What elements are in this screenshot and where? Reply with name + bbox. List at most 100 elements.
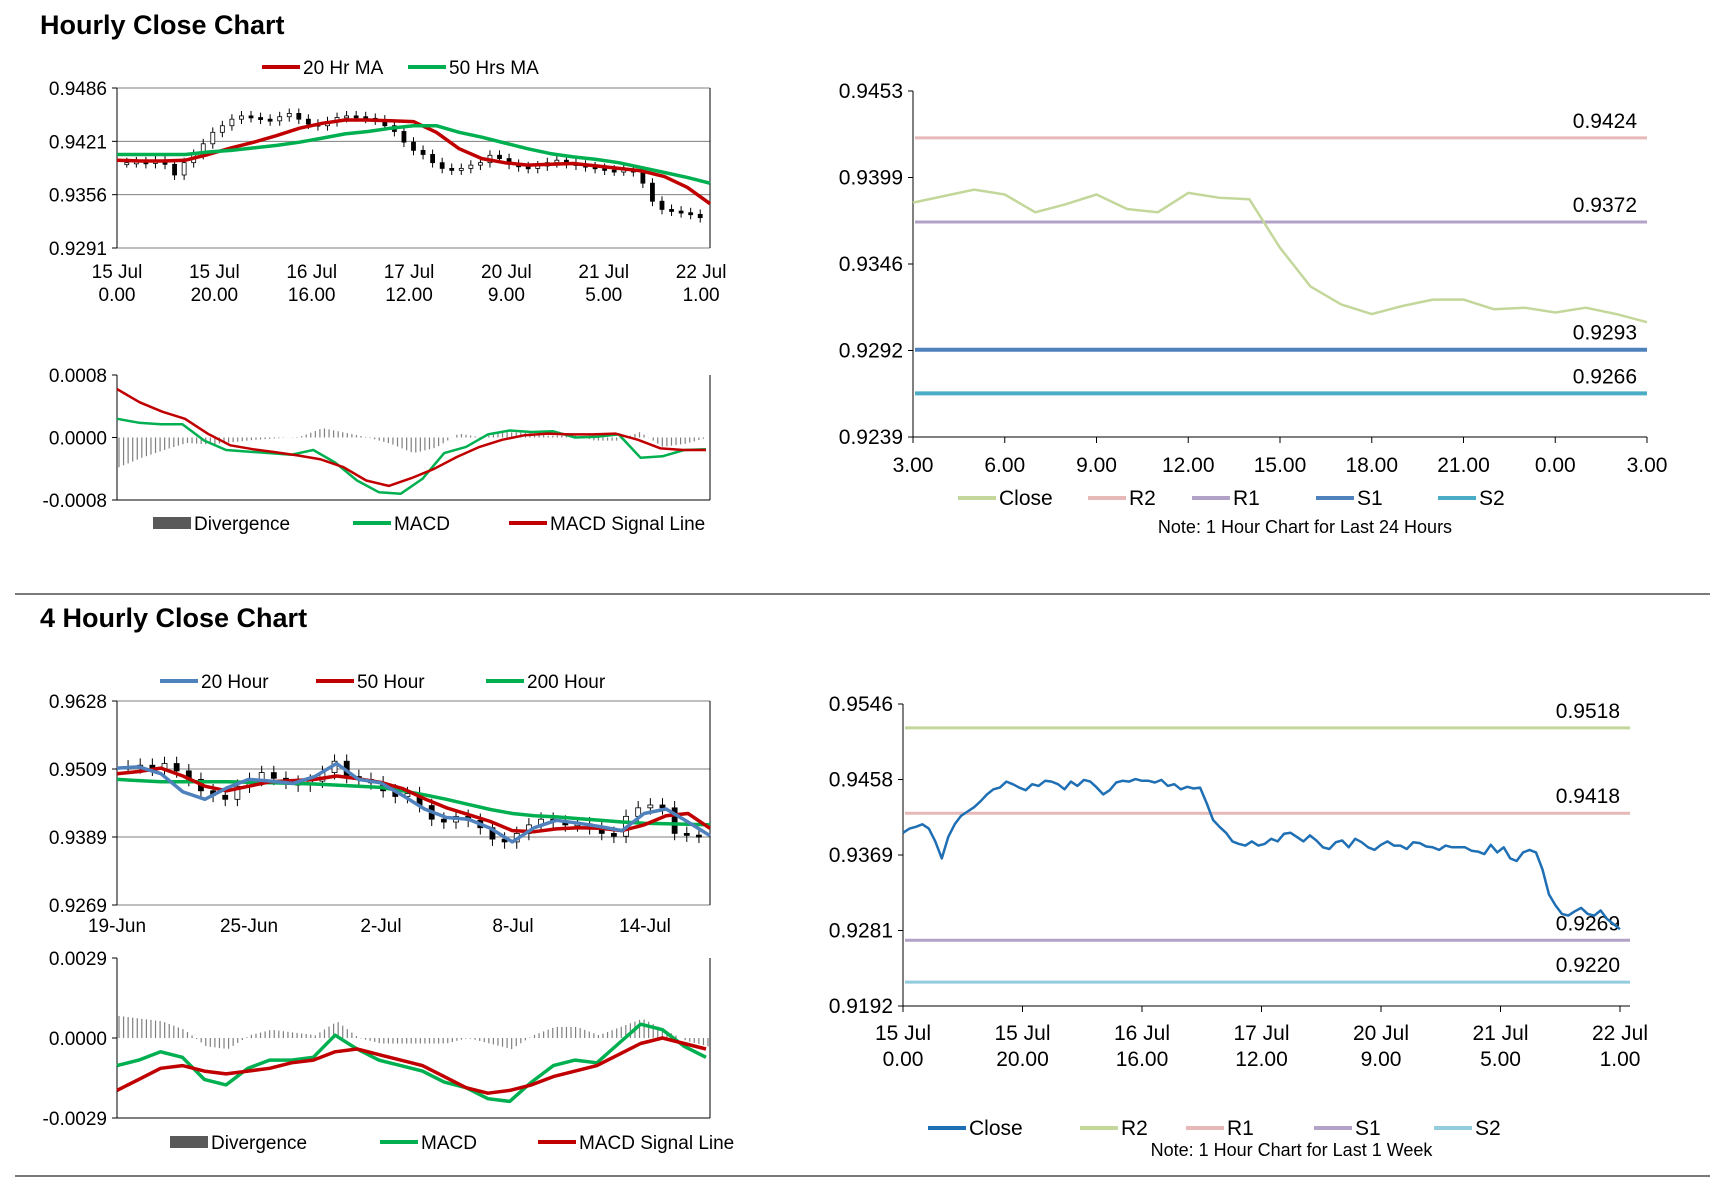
x-tick-label: 1.00 — [683, 285, 720, 306]
y-tick-label: 0.9356 — [49, 186, 107, 207]
x-tick-label: 3.00 — [1627, 454, 1668, 477]
legend-label-r1: R1 — [1227, 1117, 1254, 1140]
x-tick-label: 2-Jul — [360, 916, 401, 937]
candle-body — [439, 162, 445, 169]
legend-label-50-hour: 50 Hour — [357, 672, 425, 693]
candle-body — [353, 115, 359, 119]
legend-swatch — [153, 517, 191, 529]
candle-body — [611, 169, 617, 173]
candle-body — [258, 117, 263, 120]
candle-body — [248, 115, 254, 119]
close-line — [912, 188, 1648, 324]
x-tick-label: 20 Jul — [1353, 1022, 1409, 1045]
candle-body — [173, 763, 180, 772]
y-tick-label: 0.9346 — [839, 253, 903, 276]
candle-body — [234, 785, 241, 800]
candle-body — [440, 818, 447, 823]
x-tick-label: 16.00 — [288, 285, 336, 306]
section-divider — [15, 593, 1710, 595]
x-tick-label: 12.00 — [1235, 1048, 1288, 1071]
x-tick-label: 9.00 — [488, 285, 525, 306]
legend-label-macd: MACD — [421, 1133, 477, 1154]
candle-body — [611, 833, 617, 837]
x-tick-label: 20 Jul — [481, 262, 532, 283]
candle-body — [210, 131, 216, 145]
legend-label-divergence: Divergence — [211, 1133, 307, 1154]
candle-body — [659, 804, 666, 809]
candle-body — [420, 149, 426, 155]
y-tick-label: 0.9239 — [839, 426, 903, 449]
candle-body — [458, 168, 464, 171]
candle-body — [181, 162, 187, 176]
legend-label-20-hour: 20 Hour — [201, 672, 269, 693]
x-tick-label: 0.00 — [99, 285, 136, 306]
legend-label-s1: S1 — [1357, 487, 1383, 510]
legend-label-r2: R2 — [1121, 1117, 1148, 1140]
legend-label-divergence: Divergence — [194, 514, 290, 535]
x-tick-label: 15 Jul — [92, 262, 143, 283]
legend-label-200-hour: 200 Hour — [527, 672, 606, 693]
ma-line-20-hour — [116, 761, 711, 844]
level-label-s1: 0.9269 — [1556, 912, 1620, 935]
x-tick-label: 0.00 — [1535, 454, 1576, 477]
legend-label-20-hr-ma: 20 Hr MA — [303, 58, 384, 79]
x-tick-label: 18.00 — [1345, 454, 1398, 477]
x-tick-label: 20.00 — [996, 1048, 1049, 1071]
candle-body — [239, 115, 244, 120]
x-tick-label: 21 Jul — [578, 262, 629, 283]
legend-label-close: Close — [969, 1117, 1023, 1140]
x-tick-label: 15 Jul — [994, 1022, 1050, 1045]
level-label-s2: 0.9220 — [1556, 954, 1620, 977]
x-tick-label: 17 Jul — [1233, 1022, 1289, 1045]
candle-body — [647, 804, 654, 809]
y-tick-label: 0.9369 — [829, 844, 893, 867]
candle-body — [468, 164, 474, 169]
x-tick-label: 20.00 — [191, 285, 239, 306]
x-tick-label: 6.00 — [984, 454, 1025, 477]
y-tick-label: 0.0029 — [49, 949, 107, 970]
x-tick-label: 22 Jul — [1592, 1022, 1648, 1045]
line-macd-signal-line — [116, 1036, 707, 1095]
x-tick-label: 14-Jul — [619, 916, 671, 937]
y-tick-label: 0.0000 — [49, 429, 107, 450]
level-label-r1: 0.9418 — [1556, 785, 1620, 808]
candle-body — [172, 163, 177, 176]
x-tick-label: 22 Jul — [676, 262, 727, 283]
candle-body — [258, 772, 265, 780]
section-title-hourly: Hourly Close Chart — [40, 10, 285, 40]
close-line — [902, 777, 1621, 931]
legend-label-macd-signal-line: MACD Signal Line — [550, 514, 705, 535]
legend-swatch — [170, 1136, 208, 1148]
y-tick-label: 0.0000 — [49, 1029, 107, 1050]
legend-label-close: Close — [999, 487, 1053, 510]
x-tick-label: 15.00 — [1254, 454, 1307, 477]
x-tick-label: 21 Jul — [1472, 1022, 1528, 1045]
y-tick-label: 0.0008 — [49, 366, 107, 387]
level-label-r2: 0.9518 — [1556, 700, 1620, 723]
candle-body — [222, 794, 229, 800]
y-tick-label: 0.9453 — [839, 80, 903, 103]
x-tick-label: 16 Jul — [1114, 1022, 1170, 1045]
y-tick-label: 0.9458 — [829, 769, 893, 792]
candle-body — [497, 154, 502, 159]
four-hourly-macd-chart: 0.0029 0.0000 -0.0029 Divergence MACD MACD Si… — [43, 949, 735, 1154]
y-tick-label: 0.9421 — [49, 132, 107, 153]
x-tick-label: 5.00 — [585, 285, 622, 306]
section-title-four-hourly: 4 Hourly Close Chart — [40, 603, 308, 633]
candle-body — [270, 772, 277, 779]
line-macd — [116, 1022, 707, 1104]
y-tick-label: -0.0029 — [43, 1109, 107, 1130]
candle-body — [669, 209, 674, 212]
y-tick-label: 0.9192 — [829, 995, 893, 1018]
legend-label-macd: MACD — [394, 514, 450, 535]
x-tick-label: 15 Jul — [189, 262, 240, 283]
level-label-r2: 0.9424 — [1573, 110, 1638, 133]
candle-body — [449, 168, 455, 171]
x-tick-label: 16.00 — [1116, 1048, 1169, 1071]
candle-body — [640, 171, 646, 184]
y-tick-label: 0.9486 — [49, 79, 107, 100]
candle-body — [650, 182, 655, 202]
candle-body — [401, 131, 407, 143]
